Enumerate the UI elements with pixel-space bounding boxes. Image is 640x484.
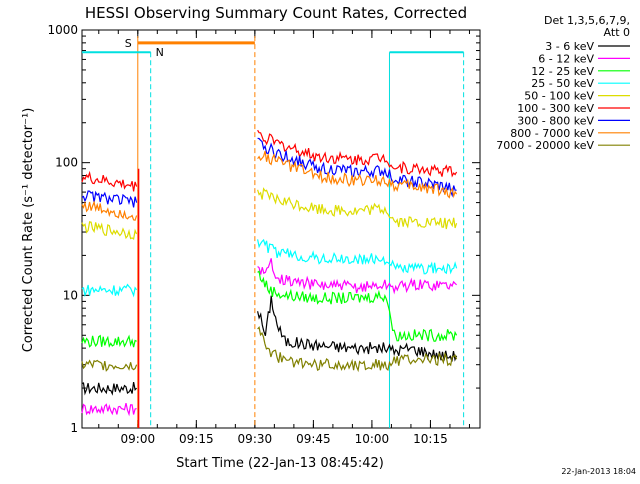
series-line-after (257, 295, 458, 362)
series-line-after (257, 151, 458, 199)
series-line-after (257, 238, 458, 275)
y-tick-label: 1 (70, 421, 78, 435)
plot-layer: 09:00 09:15 09:30 09:45 10:00 10:15 1 10 100 1000… (47, 23, 481, 446)
series-line-before (81, 221, 138, 241)
x-tick-label: 10:00 (355, 432, 390, 446)
y-axis-label: Corrected Count Rate (s⁻¹ detector⁻¹) (21, 108, 36, 353)
y-tick-label: 1000 (47, 23, 78, 37)
x-tick-label: 09:00 (121, 432, 156, 446)
legend-label: 6 - 12 keV (538, 52, 594, 65)
series-line-after (257, 258, 458, 295)
series-line-before (81, 334, 137, 348)
plot-frame (81, 29, 481, 429)
x-tick-label: 09:45 (296, 432, 331, 446)
series-line-after (257, 187, 458, 230)
x-tick-label: 09:15 (179, 432, 214, 446)
legend-label: 50 - 100 keV (524, 90, 594, 103)
legend-label: 7000 - 20000 keV (496, 139, 594, 152)
series-line-before (81, 402, 137, 417)
legend-label: 100 - 300 keV (517, 102, 594, 115)
legend-label: 12 - 25 keV (531, 65, 594, 78)
night-label: N (156, 46, 164, 59)
series-line-after (257, 325, 458, 373)
x-tick-label: 09:30 (238, 432, 273, 446)
legend-header-line2: Att 0 (604, 26, 630, 39)
series-line-before (81, 200, 138, 221)
series-line-before (81, 283, 138, 298)
series-line-before (81, 190, 138, 208)
series-line-after (257, 129, 458, 178)
series-line-after (257, 270, 458, 342)
legend-label: 800 - 7000 keV (510, 127, 594, 140)
x-axis-label: Start Time (22-Jan-13 08:45:42) (176, 456, 384, 471)
chart-title: HESSI Observing Summary Count Rates, Cor… (85, 4, 467, 22)
legend-label: 3 - 6 keV (545, 40, 594, 53)
y-tick-label: 10 (63, 288, 78, 302)
legend-header-line1: Det 1,3,5,6,7,9, (544, 14, 630, 27)
saa-label: S (125, 37, 132, 50)
series-line-before (81, 359, 138, 372)
y-tick-label: 100 (55, 156, 78, 170)
series-line-before (81, 381, 138, 396)
timestamp: 22-Jan-2013 18:04 (561, 467, 636, 476)
series-line-after (257, 137, 457, 198)
series-line-before (81, 170, 138, 192)
legend-label: 300 - 800 keV (517, 114, 594, 127)
legend-label: 25 - 50 keV (531, 77, 594, 90)
x-tick-label: 10:15 (413, 432, 448, 446)
